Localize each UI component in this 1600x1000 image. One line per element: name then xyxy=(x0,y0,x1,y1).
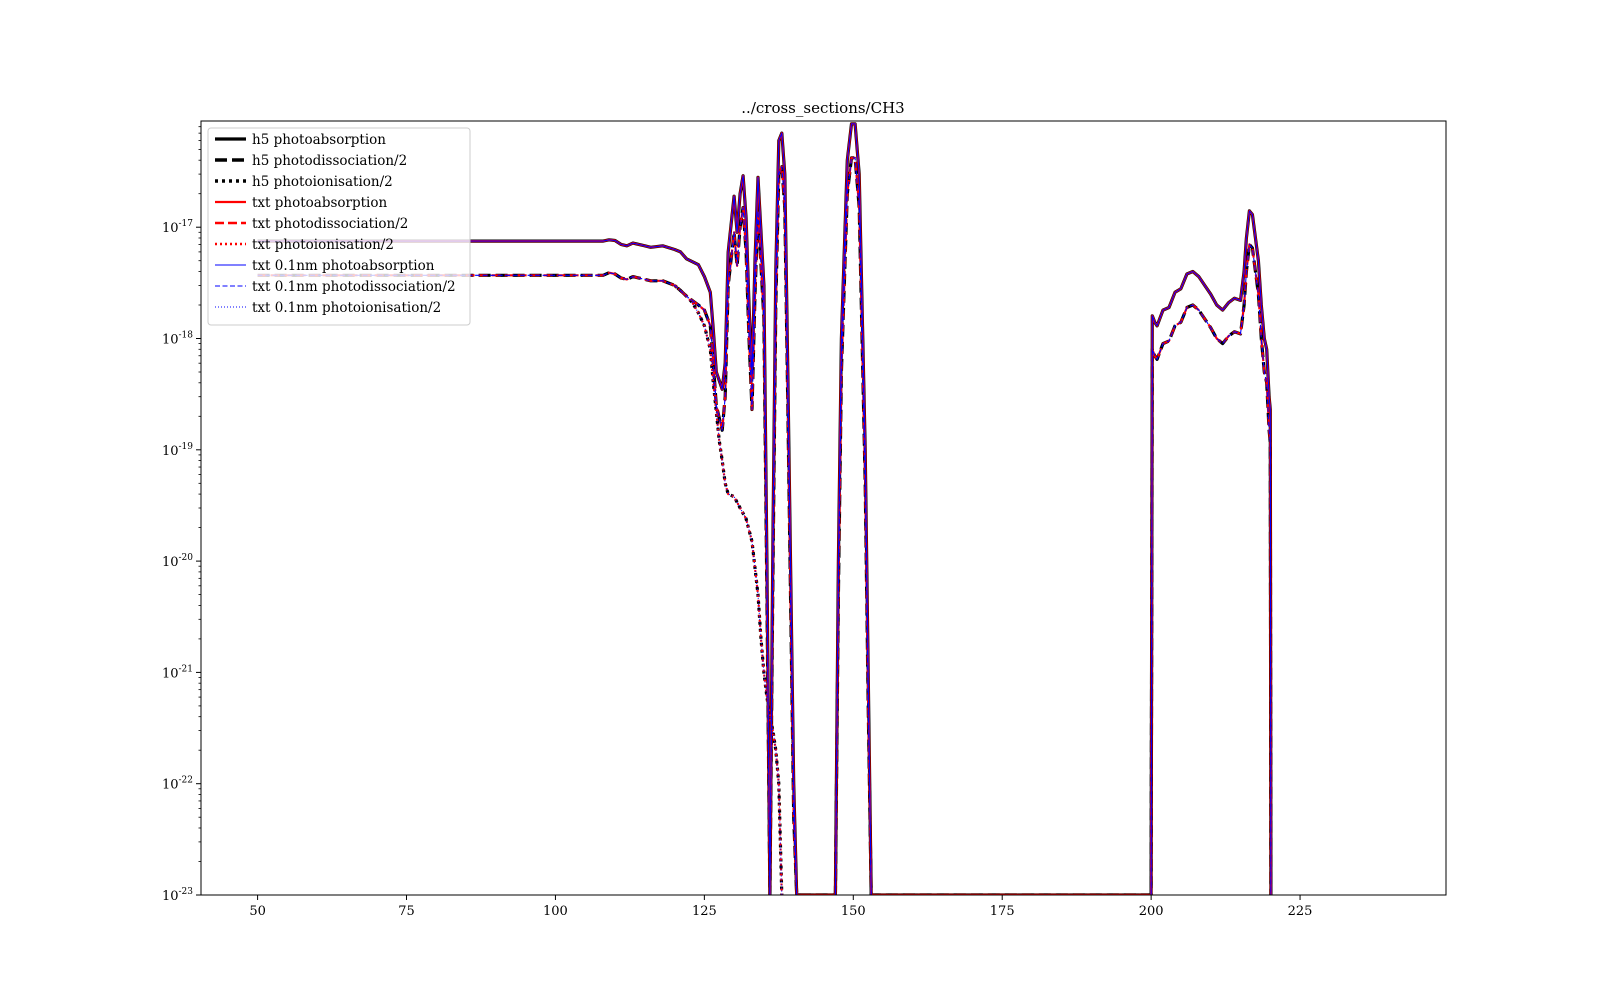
y-tick-exponent: -20 xyxy=(179,553,194,563)
legend-label: txt 0.1nm photoabsorption xyxy=(252,258,435,274)
y-tick-base: 10 xyxy=(162,333,179,348)
y-tick-label: 10-23 xyxy=(162,887,193,904)
y-tick-exponent: -21 xyxy=(179,664,194,674)
legend-label: txt photoabsorption xyxy=(252,195,387,211)
legend-box xyxy=(207,127,471,326)
x-tick-label: 75 xyxy=(398,904,415,919)
legend-label: txt 0.1nm photodissociation/2 xyxy=(252,279,456,295)
y-tick-base: 10 xyxy=(162,555,179,570)
y-tick-exponent: -17 xyxy=(179,219,194,229)
legend-label: txt photoionisation/2 xyxy=(252,237,394,253)
y-tick-exponent: -19 xyxy=(179,442,194,452)
series-line-5 xyxy=(257,156,1273,895)
series-line-3 xyxy=(673,284,784,895)
legend-label: h5 photoionisation/2 xyxy=(252,174,393,190)
series-line-9 xyxy=(674,284,783,895)
y-tick-exponent: -23 xyxy=(179,887,194,897)
x-tick-label: 225 xyxy=(1288,904,1313,919)
y-tick-label: 10-21 xyxy=(162,664,193,681)
y-tick-base: 10 xyxy=(162,778,179,793)
legend-label: txt 0.1nm photoionisation/2 xyxy=(252,300,441,316)
series-line-8 xyxy=(257,157,1272,895)
x-tick-label: 100 xyxy=(543,904,568,919)
x-axis: 50 75 100 125 150 175 200 225 xyxy=(249,895,1312,919)
y-tick-label: 10-18 xyxy=(162,331,193,348)
x-tick-label: 200 xyxy=(1139,904,1164,919)
y-tick-base: 10 xyxy=(162,889,179,904)
y-tick-label: 10-20 xyxy=(162,553,193,570)
legend: h5 photoabsorption h5 photodissociation/2… xyxy=(207,127,471,326)
y-tick-base: 10 xyxy=(162,444,179,459)
y-tick-exponent: -22 xyxy=(179,776,194,786)
series-line-7 xyxy=(257,123,1272,895)
y-tick-label: 10-22 xyxy=(162,776,193,793)
series-layer xyxy=(257,122,1273,895)
x-tick-label: 125 xyxy=(692,904,717,919)
x-tick-label: 50 xyxy=(249,904,266,919)
y-tick-base: 10 xyxy=(162,666,179,681)
legend-label: h5 photodissociation/2 xyxy=(252,153,407,169)
y-tick-label: 10-19 xyxy=(162,442,193,459)
chart-title: ../cross_sections/CH3 xyxy=(741,99,904,117)
y-tick-base: 10 xyxy=(162,221,179,236)
y-tick-label: 10-17 xyxy=(162,219,193,236)
x-tick-label: 175 xyxy=(990,904,1015,919)
legend-label: h5 photoabsorption xyxy=(252,132,386,148)
x-tick-label: 150 xyxy=(841,904,866,919)
y-tick-exponent: -18 xyxy=(179,331,194,341)
legend-label: txt photodissociation/2 xyxy=(252,216,408,232)
